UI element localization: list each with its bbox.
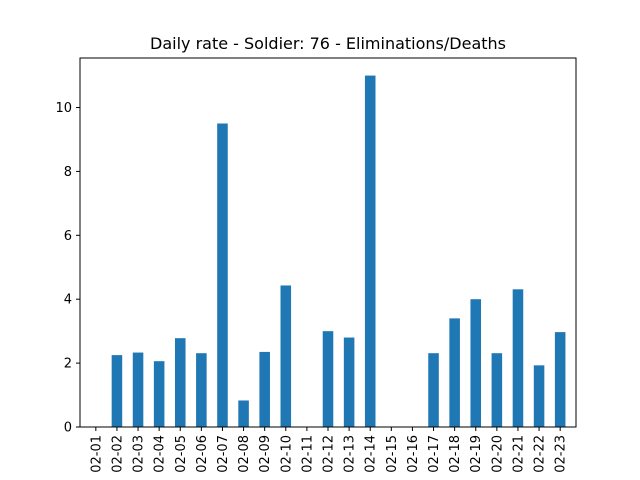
x-tick-label: 02-20 [490,435,505,473]
y-tick-label: 4 [64,293,72,308]
bar-02-05 [174,338,186,427]
x-tick-label: 02-15 [385,435,400,473]
bar-02-19 [470,299,482,427]
x-tick-label: 02-12 [322,435,337,473]
bar-02-21 [512,289,524,427]
x-tick-label: 02-21 [511,435,526,473]
y-tick-label: 0 [64,421,72,436]
bar-02-17 [428,353,439,427]
bar-02-23 [554,332,566,427]
bar-02-20 [491,353,503,427]
x-tick-label: 02-09 [258,435,273,473]
x-tick-label: 02-07 [216,435,231,473]
x-tick-label: 02-04 [153,435,168,473]
x-tick-label: 02-10 [279,435,294,473]
x-tick-label: 02-23 [554,435,569,473]
y-axis: 0 2 4 6 8 10 [55,101,80,436]
bar-02-06 [196,353,207,427]
x-axis: 02-01 02-02 02-03 02-04 02-05 02-06 02-07 02-08… [89,427,569,473]
bar-02-14 [364,75,376,428]
x-tick-label: 02-19 [469,435,484,473]
bar-02-18 [449,318,460,427]
x-tick-label: 02-01 [89,435,104,473]
x-tick-label: 02-17 [427,435,442,473]
bar-02-13 [343,337,355,427]
y-tick-label: 6 [64,229,72,244]
bar-02-03 [132,352,144,427]
bar-02-07 [217,123,228,428]
bar-02-22 [533,365,545,427]
y-tick-label: 8 [64,165,72,180]
x-tick-label: 02-18 [448,435,463,473]
plot-frame [79,57,577,428]
x-tick-label: 02-16 [406,435,421,473]
bar-02-04 [153,361,165,427]
x-tick-label: 02-13 [343,435,358,473]
y-tick-label: 10 [55,101,72,116]
bar-02-09 [259,351,270,427]
x-tick-label: 02-08 [237,435,252,473]
x-tick-label: 02-11 [300,435,315,473]
x-tick-label: 02-06 [195,435,210,473]
x-tick-label: 02-03 [132,435,147,473]
y-tick-label: 2 [64,357,72,372]
chart-title: Daily rate - Soldier: 76 - Eliminations/… [150,34,506,53]
bar-02-02 [111,355,123,427]
x-tick-label: 02-05 [174,435,189,473]
bar-02-10 [280,285,292,427]
bar-02-08 [238,400,249,427]
x-tick-label: 02-02 [110,435,125,473]
x-tick-label: 02-22 [533,435,548,473]
x-tick-label: 02-14 [364,435,379,473]
bars [111,75,566,428]
bar-02-12 [322,331,334,427]
